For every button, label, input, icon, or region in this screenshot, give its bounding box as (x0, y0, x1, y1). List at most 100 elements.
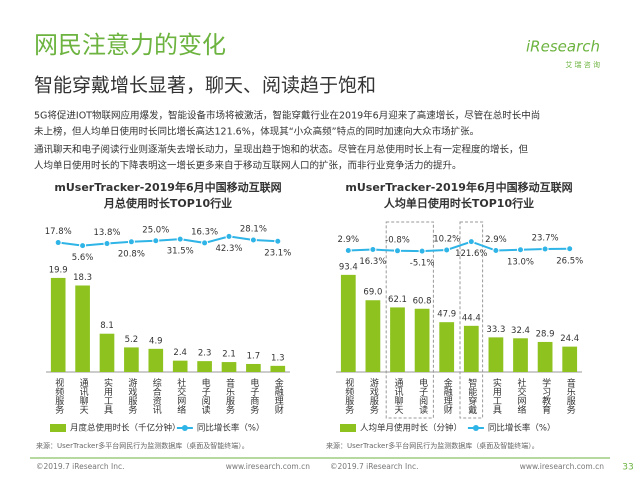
x-tick-label: 音乐服务 (224, 377, 235, 415)
body-line: 未上榜，但人均单日使用时长同比增长高达121.6%，体现其“小众高频”特点的同时… (34, 126, 479, 138)
growth-label: 17.8% (45, 227, 72, 237)
x-tick-label: 实用工具 (102, 377, 113, 415)
bar (562, 346, 578, 372)
logo: iResearch (526, 38, 600, 56)
legend-point (472, 425, 479, 431)
x-tick-label: 音乐服务 (565, 377, 576, 415)
title: 网民注意力的变化 (34, 31, 226, 59)
growth-label: 5.6% (72, 253, 94, 263)
bar (390, 307, 405, 372)
bar-label: 2.4 (173, 348, 187, 358)
bar-label: 18.3 (73, 273, 92, 283)
bar (488, 337, 504, 372)
footer-copy: ©2019.7 iResearch Inc. (330, 462, 418, 471)
legend-swatch (50, 424, 66, 432)
x-tick-label: 学习教育 (540, 377, 551, 415)
bar (197, 361, 212, 372)
bar (99, 333, 115, 372)
x-tick-label: 电子阅读 (200, 377, 211, 415)
growth-point (127, 238, 135, 246)
growth-label: 28.1% (240, 224, 267, 234)
growth-label: 16.3% (359, 257, 386, 267)
bar (50, 277, 66, 372)
growth-point (249, 236, 257, 244)
bar (221, 362, 237, 372)
x-tick-label: 综合资讯 (151, 377, 162, 415)
bar-label: 19.9 (49, 265, 68, 275)
growth-point (566, 245, 574, 253)
growth-label: -5.1% (410, 259, 435, 269)
growth-label: 31.5% (167, 247, 194, 257)
body-line: 5G将促进IOT物联网应用爆发，智能设备市场将被激活，智能穿戴行业在2019年6… (34, 110, 540, 122)
bar-label: 2.3 (198, 349, 212, 359)
growth-label: 25.0% (142, 225, 169, 235)
footer-url: www.iresearch.com.cn (226, 462, 311, 471)
bar (365, 300, 381, 372)
growth-line (348, 240, 570, 253)
growth-point (369, 246, 377, 254)
chart-title: mUserTracker-2019年6月中国移动互联网 (54, 180, 281, 194)
x-tick-label: 社交网络 (516, 377, 527, 415)
bar-label: 62.1 (388, 295, 407, 305)
growth-label: 23.7% (532, 233, 559, 243)
bar-label: 69.0 (363, 288, 382, 298)
growth-point (54, 239, 62, 247)
source-note: 来源：UserTracker多平台网民行为监测数据库（桌面及智能终端）。 (36, 441, 249, 450)
growth-label: 16.3% (191, 227, 218, 237)
x-tick-label: 通讯聊天 (393, 378, 404, 415)
x-tick-label: 电子商务 (248, 377, 259, 415)
legend-label: 月度总使用时长（千亿分钟） (70, 423, 181, 434)
x-tick-label: 社交网络 (175, 377, 186, 415)
body-line: 人均单日使用时长的下降表明这一增长更多来自于移动互联网人口的扩张，而非行业竞争活… (34, 160, 462, 172)
growth-label: 13.8% (93, 228, 120, 238)
x-tick-label: 视频服务 (53, 377, 64, 415)
legend-label: 同比增长率（%） (197, 423, 265, 434)
chart-subtitle: 月总使用时长TOP10行业 (103, 196, 232, 210)
bar-label: 4.9 (149, 336, 163, 346)
bar (537, 341, 553, 372)
bar (75, 285, 90, 372)
bar (148, 348, 164, 372)
bar (439, 322, 455, 372)
highlight-box (385, 221, 434, 419)
bar-label: 2.1 (222, 350, 236, 360)
bar (340, 274, 356, 372)
bar-label: 8.1 (100, 321, 114, 331)
growth-point (541, 245, 549, 253)
growth-label: 26.5% (556, 256, 583, 266)
bar (124, 347, 139, 372)
growth-point (176, 235, 184, 243)
bar-label: 33.3 (486, 325, 505, 335)
bar-label: 47.9 (437, 310, 456, 320)
legend-swatch (340, 424, 356, 432)
growth-point (274, 237, 282, 245)
bar-label: 24.4 (560, 334, 579, 344)
bar-label: 28.9 (536, 329, 555, 339)
growth-label: 42.3% (215, 244, 242, 254)
growth-label: 2.9% (485, 235, 507, 245)
bar-label: 5.2 (125, 335, 139, 345)
x-tick-label: 游戏服务 (368, 377, 379, 415)
growth-point (492, 247, 500, 255)
growth-point (225, 232, 233, 240)
x-tick-label: 视频服务 (343, 377, 354, 415)
growth-label: 13.0% (507, 257, 534, 267)
x-tick-label: 电子阅读 (417, 377, 428, 415)
bar (172, 360, 188, 372)
growth-line (58, 235, 278, 247)
growth-point (418, 247, 426, 255)
bar (414, 308, 430, 372)
source-note: 来源：UserTracker多平台网民行为监测数据库（桌面及智能终端）。 (326, 441, 539, 450)
bar-label: 44.4 (462, 313, 481, 323)
growth-point (79, 242, 87, 250)
footer-url: www.iresearch.com.cn (520, 462, 605, 471)
growth-label: -0.8% (385, 235, 410, 245)
bar-label: 60.8 (413, 296, 432, 306)
growth-label: 20.8% (118, 249, 145, 259)
x-tick-label: 通讯聊天 (78, 378, 89, 415)
legend-label: 同比增长率（%） (488, 423, 556, 434)
growth-point (103, 240, 111, 248)
chart-subtitle: 人均单日使用时长TOP10行业 (384, 196, 534, 210)
footer-copy: ©2019.7 iResearch Inc. (36, 462, 124, 471)
